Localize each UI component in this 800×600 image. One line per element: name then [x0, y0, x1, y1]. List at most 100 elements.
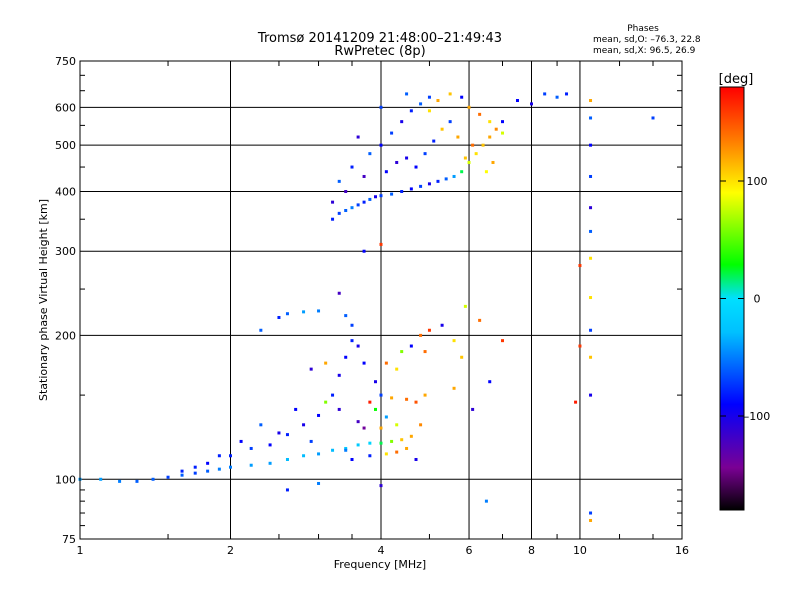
data-point: [379, 242, 383, 246]
data-point: [302, 310, 306, 314]
data-point: [405, 92, 409, 96]
data-point: [344, 189, 348, 193]
data-point: [432, 139, 436, 143]
data-point: [589, 355, 593, 359]
data-point: [460, 355, 464, 359]
data-point: [309, 439, 313, 443]
data-point: [488, 135, 492, 139]
data-point: [379, 484, 383, 488]
data-point: [317, 481, 321, 485]
x-tick-label: 8: [528, 544, 535, 557]
data-point: [362, 426, 366, 430]
data-point: [589, 393, 593, 397]
data-point: [379, 194, 383, 198]
data-point: [409, 187, 413, 191]
data-point: [368, 197, 372, 201]
x-tick-label: 1: [77, 544, 84, 557]
data-point: [463, 156, 467, 160]
y-tick-label: 300: [55, 245, 76, 258]
data-point: [484, 499, 488, 503]
data-point: [488, 120, 492, 124]
data-point: [356, 344, 360, 348]
data-point: [395, 367, 399, 371]
data-point: [99, 477, 103, 481]
data-point: [481, 143, 485, 147]
data-point: [285, 433, 289, 437]
data-point: [374, 380, 378, 384]
data-point: [395, 450, 399, 454]
data-point: [331, 200, 335, 204]
data-point: [350, 339, 354, 343]
data-point: [651, 116, 655, 120]
data-point: [474, 152, 478, 156]
data-point: [362, 174, 366, 178]
data-point: [337, 179, 341, 183]
data-point: [379, 105, 383, 109]
data-point: [543, 92, 547, 96]
data-point: [574, 400, 578, 404]
data-point: [368, 152, 372, 156]
data-point: [400, 438, 404, 442]
data-point: [350, 165, 354, 169]
colorbar-tick-label: 100: [747, 175, 768, 188]
data-point: [193, 471, 197, 475]
data-point: [589, 229, 593, 233]
data-point: [419, 333, 423, 337]
data-point: [444, 177, 448, 181]
data-point: [427, 182, 431, 186]
data-point: [578, 264, 582, 268]
data-point: [448, 92, 452, 96]
data-point: [356, 420, 360, 424]
data-point: [467, 160, 471, 164]
x-tick-label: 4: [378, 544, 385, 557]
data-point: [530, 102, 533, 106]
data-point: [229, 465, 232, 469]
data-point: [395, 160, 399, 164]
data-point: [390, 396, 394, 400]
data-point: [409, 344, 413, 348]
data-point: [302, 423, 306, 427]
data-point: [249, 463, 253, 467]
data-point: [249, 446, 253, 450]
data-point: [501, 120, 505, 124]
phase-heading: Phases: [627, 24, 659, 34]
data-point: [427, 328, 431, 332]
colorbar-tick-label: –100: [744, 410, 771, 423]
data-point: [135, 479, 139, 483]
data-point: [350, 323, 354, 327]
data-point: [384, 361, 388, 365]
data-point: [344, 314, 348, 318]
data-point: [405, 397, 409, 401]
y-tick-label: 400: [55, 185, 76, 198]
data-point: [471, 407, 475, 411]
data-point: [344, 209, 348, 213]
data-point: [414, 165, 418, 169]
colorbar-label: [deg]: [719, 72, 754, 87]
x-tick-label: 16: [675, 544, 689, 557]
data-point: [436, 99, 440, 103]
data-point: [452, 386, 456, 390]
data-point: [350, 457, 354, 461]
data-point: [405, 156, 409, 160]
data-point: [337, 373, 341, 377]
data-point: [423, 350, 427, 354]
chart-title-line2: RwPretec (8p): [334, 44, 425, 59]
data-point: [368, 441, 372, 445]
data-point: [193, 465, 197, 469]
data-point: [118, 479, 122, 483]
data-point: [268, 443, 272, 447]
data-point: [414, 400, 418, 404]
data-point: [239, 439, 243, 443]
y-tick-label: 750: [55, 55, 76, 68]
x-axis-ticks: 1 2 4 6 8 10 16: [77, 61, 689, 557]
data-point: [344, 448, 348, 452]
data-point: [206, 469, 210, 473]
data-point: [409, 434, 413, 438]
data-point: [362, 361, 366, 365]
data-point: [277, 315, 281, 319]
data-point: [317, 452, 321, 456]
data-point: [302, 454, 306, 458]
data-point: [294, 407, 298, 411]
data-point: [414, 457, 418, 461]
